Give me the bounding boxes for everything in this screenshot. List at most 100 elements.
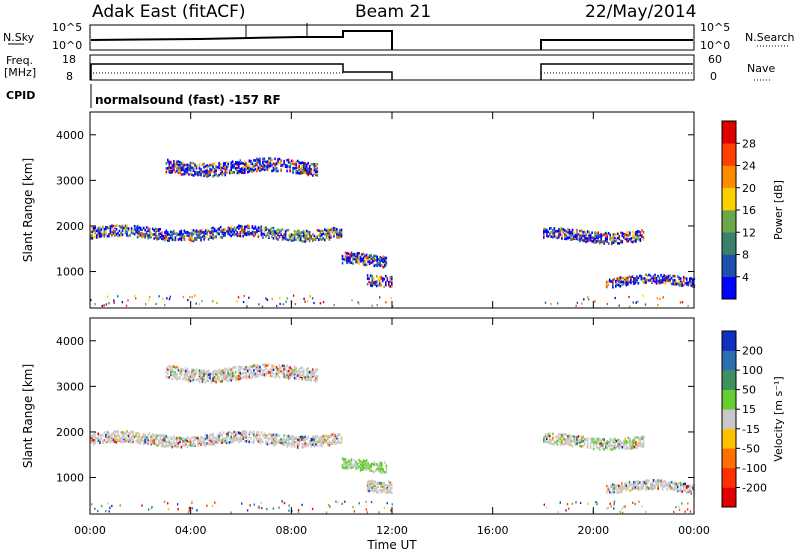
- data-cell: [138, 432, 140, 436]
- data-cell: [552, 438, 554, 441]
- data-cell: [197, 230, 199, 234]
- data-cell: [213, 168, 216, 171]
- data-cell: [605, 491, 608, 494]
- data-cell: [281, 237, 284, 240]
- data-cell: [257, 167, 260, 171]
- data-cell: [179, 372, 181, 376]
- data-cell: [310, 237, 313, 240]
- y-tick-label: 3000: [56, 380, 84, 393]
- nsky-label: N.Sky: [3, 31, 35, 44]
- ground-scatter-cell: [281, 500, 283, 503]
- data-cell: [370, 257, 372, 261]
- data-cell: [222, 166, 225, 170]
- data-cell: [165, 440, 168, 444]
- data-cell: [304, 439, 306, 442]
- data-cell: [382, 468, 384, 471]
- data-cell: [333, 439, 335, 442]
- data-cell: [346, 255, 348, 259]
- data-cell: [302, 167, 305, 171]
- data-cell: [210, 226, 213, 230]
- data-cell: [307, 443, 309, 447]
- data-cell: [180, 162, 183, 165]
- data-cell: [268, 157, 270, 160]
- data-cell: [133, 435, 136, 439]
- data-cell: [132, 430, 134, 434]
- data-cell: [568, 236, 571, 239]
- data-cell: [636, 235, 639, 238]
- data-cell: [552, 235, 554, 239]
- data-cell: [586, 446, 589, 449]
- data-cell: [176, 167, 178, 170]
- data-cell: [239, 367, 242, 370]
- data-cell: [380, 465, 383, 469]
- data-cell: [268, 160, 270, 164]
- data-cell: [191, 235, 193, 238]
- data-cell: [198, 374, 201, 378]
- data-cell: [200, 435, 202, 439]
- data-cell: [657, 279, 659, 283]
- data-cell: [204, 232, 207, 235]
- ground-scatter-cell: [279, 302, 281, 305]
- data-cell: [287, 434, 290, 438]
- data-cell: [215, 438, 217, 442]
- data-cell: [218, 438, 220, 441]
- data-cell: [265, 434, 267, 437]
- data-cell: [272, 233, 275, 236]
- data-cell: [290, 435, 293, 438]
- x-tick-label: 04:00: [175, 524, 207, 537]
- ground-scatter-cell: [177, 508, 179, 511]
- data-cell: [346, 466, 348, 469]
- data-cell: [272, 226, 275, 230]
- data-cell: [147, 433, 149, 437]
- data-cell: [201, 375, 204, 379]
- data-cell: [201, 372, 204, 375]
- data-cell: [200, 173, 202, 177]
- data-cell: [224, 169, 226, 173]
- data-cell: [640, 487, 643, 491]
- data-cell: [158, 232, 160, 236]
- data-cell: [310, 168, 313, 171]
- data-cell: [142, 226, 145, 230]
- data-cell: [661, 488, 664, 491]
- data-cell: [376, 257, 378, 261]
- data-cell: [194, 238, 196, 242]
- data-cell: [657, 479, 659, 482]
- data-cell: [130, 435, 133, 439]
- data-cell: [322, 232, 325, 235]
- data-cell: [244, 163, 246, 166]
- data-cell: [171, 442, 174, 446]
- data-cell: [263, 226, 266, 230]
- data-cell: [302, 439, 305, 442]
- data-cell: [127, 440, 130, 443]
- data-cell: [359, 463, 362, 466]
- data-cell: [230, 368, 232, 371]
- data-cell: [159, 235, 162, 239]
- data-cell: [257, 166, 260, 169]
- data-cell: [231, 375, 234, 379]
- data-cell: [630, 447, 633, 450]
- data-cell: [263, 373, 266, 376]
- data-cell: [687, 489, 690, 492]
- data-cell: [319, 236, 322, 239]
- data-cell: [612, 238, 615, 242]
- data-cell: [183, 238, 186, 241]
- data-cell: [241, 161, 243, 165]
- data-cell: [561, 441, 563, 444]
- data-cell: [263, 436, 266, 440]
- data-cell: [203, 369, 205, 372]
- data-cell: [162, 444, 165, 448]
- data-cell: [639, 481, 641, 484]
- data-cell: [231, 228, 234, 231]
- data-cell: [358, 257, 360, 261]
- data-cell: [221, 228, 223, 232]
- data-cell: [130, 437, 133, 440]
- data-cell: [277, 434, 279, 438]
- data-cell: [241, 437, 243, 441]
- data-cell: [111, 230, 113, 234]
- data-cell: [624, 233, 627, 236]
- data-cell: [191, 229, 193, 232]
- data-cell: [236, 436, 239, 439]
- data-cell: [248, 366, 251, 369]
- data-cell: [283, 162, 285, 165]
- data-cell: [604, 238, 607, 242]
